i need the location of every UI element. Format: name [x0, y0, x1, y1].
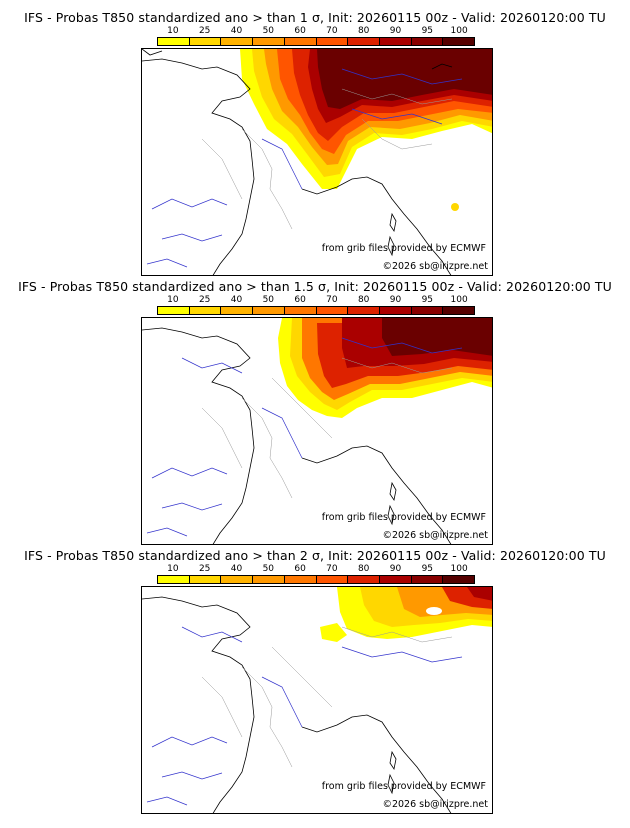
colorbar-tick-label: 90 — [389, 26, 402, 36]
colorbar-swatch — [158, 576, 190, 583]
colorbar-tick-label: 25 — [198, 295, 211, 305]
colorbar-swatch — [379, 38, 412, 45]
colorbar-tick-label: 60 — [294, 295, 306, 305]
colorbar: 10 25 40 50 60 70 80 90 95 100 — [157, 26, 475, 50]
colorbar-tick-label: 25 — [198, 26, 211, 36]
colorbar-swatches — [157, 306, 475, 315]
colorbar-tick-label: 10 — [167, 295, 179, 305]
colorbar: 10 25 40 50 60 70 80 90 95 100 — [157, 295, 475, 319]
copyright-credit: ©2026 sb@irizpre.net — [382, 530, 488, 541]
colorbar-tick-label: 50 — [262, 295, 275, 305]
colorbar-swatch — [411, 576, 444, 583]
probability-map: from grib files provided by ECMWF ©2026 … — [141, 48, 493, 276]
colorbar-swatch — [316, 307, 349, 314]
colorbar-swatch — [348, 38, 380, 45]
colorbar-tick-label: 100 — [450, 564, 468, 574]
colorbar-tick-label: 40 — [230, 26, 243, 36]
colorbar-swatch — [221, 307, 254, 314]
colorbar-tick-label: 40 — [230, 295, 243, 305]
source-credit: from grib files provided by ECMWF — [321, 512, 486, 523]
colorbar-swatch — [189, 307, 222, 314]
coastlines — [142, 49, 453, 275]
borders — [201, 88, 453, 230]
colorbar-swatch — [443, 307, 475, 314]
colorbar-tick-label: 95 — [421, 26, 434, 36]
colorbar-swatch — [443, 576, 475, 583]
colorbar-tick-label: 10 — [167, 564, 179, 574]
borders — [201, 357, 453, 499]
panel-3: IFS - Probas T850 standardized ano > tha… — [0, 548, 630, 818]
colorbar-swatch — [348, 307, 380, 314]
source-credit: from grib files provided by ECMWF — [321, 243, 486, 254]
colorbar-swatches — [157, 575, 475, 584]
copyright-credit: ©2026 sb@irizpre.net — [382, 799, 488, 810]
colorbar-tick-label: 90 — [389, 564, 402, 574]
colorbar-swatch — [189, 576, 222, 583]
copyright-credit: ©2026 sb@irizpre.net — [382, 261, 488, 272]
colorbar-swatch — [284, 576, 317, 583]
colorbar-tick-label: 80 — [357, 295, 370, 305]
panel-1: IFS - Probas T850 standardized ano > tha… — [0, 10, 630, 280]
colorbar-swatch — [443, 38, 475, 45]
panel-title: IFS - Probas T850 standardized ano > tha… — [18, 279, 612, 294]
colorbar-tick-label: 50 — [262, 26, 275, 36]
probability-shading — [278, 318, 492, 418]
colorbar-tick-label: 80 — [357, 564, 370, 574]
colorbar-swatch — [379, 576, 412, 583]
source-credit: from grib files provided by ECMWF — [321, 781, 486, 792]
colorbar-tick-label: 70 — [326, 26, 338, 36]
borders — [201, 626, 453, 768]
probability-shading — [240, 49, 492, 211]
colorbar-swatch — [411, 307, 444, 314]
colorbar-swatch — [189, 38, 222, 45]
colorbar-tick-label: 50 — [262, 564, 275, 574]
panel-title: IFS - Probas T850 standardized ano > tha… — [24, 548, 606, 563]
colorbar-tick-label: 60 — [294, 26, 306, 36]
map-graphic — [142, 318, 492, 544]
probability-shading — [320, 587, 492, 642]
colorbar: 10 25 40 50 60 70 80 90 95 100 — [157, 564, 475, 588]
colorbar-tick-label: 80 — [357, 26, 370, 36]
panel-2: IFS - Probas T850 standardized ano > tha… — [0, 279, 630, 549]
colorbar-swatch — [253, 307, 285, 314]
colorbar-tick-label: 10 — [167, 26, 179, 36]
colorbar-tick-label: 90 — [389, 295, 402, 305]
colorbar-tick-label: 70 — [326, 295, 338, 305]
colorbar-swatch — [348, 576, 380, 583]
rivers — [146, 68, 463, 268]
map-graphic — [142, 587, 492, 813]
colorbar-swatch — [284, 307, 317, 314]
colorbar-swatch — [221, 38, 254, 45]
rivers — [146, 337, 463, 537]
colorbar-tick-label: 100 — [450, 295, 468, 305]
probability-map: from grib files provided by ECMWF ©2026 … — [141, 317, 493, 545]
colorbar-swatch — [221, 576, 254, 583]
colorbar-swatch — [253, 576, 285, 583]
coastlines — [142, 596, 452, 813]
colorbar-swatch — [379, 307, 412, 314]
colorbar-tick-label: 95 — [421, 564, 434, 574]
rivers — [146, 626, 463, 806]
colorbar-swatch — [253, 38, 285, 45]
colorbar-swatch — [158, 38, 190, 45]
colorbar-swatches — [157, 37, 475, 46]
colorbar-swatch — [316, 576, 349, 583]
map-graphic — [142, 49, 492, 275]
colorbar-tick-label: 25 — [198, 564, 211, 574]
colorbar-swatch — [411, 38, 444, 45]
colorbar-tick-label: 100 — [450, 26, 468, 36]
probability-map: from grib files provided by ECMWF ©2026 … — [141, 586, 493, 814]
colorbar-swatch — [284, 38, 317, 45]
colorbar-tick-label: 60 — [294, 564, 306, 574]
colorbar-swatch — [158, 307, 190, 314]
coastlines — [142, 327, 452, 544]
colorbar-tick-label: 70 — [326, 564, 338, 574]
colorbar-tick-label: 95 — [421, 295, 434, 305]
panel-title: IFS - Probas T850 standardized ano > tha… — [24, 10, 606, 25]
colorbar-tick-label: 40 — [230, 564, 243, 574]
colorbar-swatch — [316, 38, 349, 45]
